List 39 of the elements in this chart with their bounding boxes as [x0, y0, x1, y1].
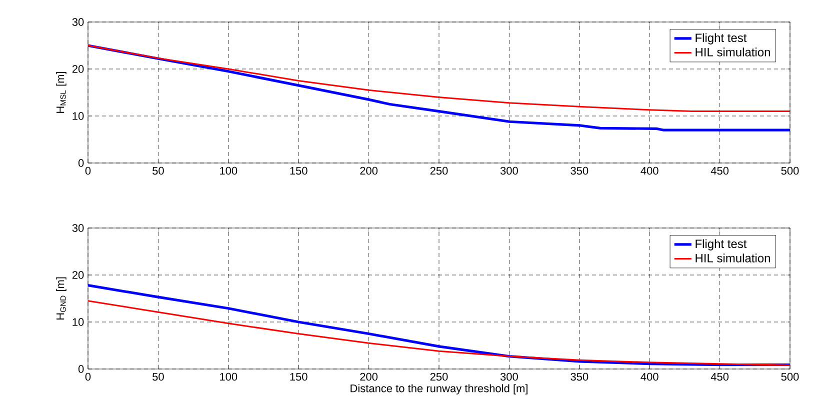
legend-label: HIL simulation	[696, 48, 770, 56]
x-tick-label: 100	[220, 166, 238, 175]
x-tick-label: 0	[85, 166, 91, 175]
y-tick-label: 20	[72, 271, 84, 279]
y-tick-label: 0	[78, 365, 84, 373]
x-axis-title: Distance to the runway threshold [m]	[350, 384, 528, 394]
y-tick-label: 10	[72, 112, 84, 120]
x-tick-label: 400	[640, 372, 658, 381]
x-tick-label: 450	[710, 372, 729, 381]
x-tick-label: 250	[430, 166, 448, 175]
y-tick-label: 20	[72, 65, 84, 73]
x-tick-label: 350	[570, 166, 588, 175]
y-tick-label: 30	[72, 18, 84, 26]
x-tick-label: 200	[360, 166, 378, 175]
x-tick-label: 100	[220, 372, 238, 381]
legend-label: Flight test	[696, 33, 747, 44]
y-tick-label: 0	[78, 159, 84, 167]
x-tick-label: 150	[290, 166, 308, 175]
x-tick-label: 250	[430, 372, 448, 381]
x-tick-label: 500	[781, 166, 799, 175]
x-tick-label: 0	[85, 372, 91, 381]
y-tick-label: 30	[72, 224, 84, 232]
x-tick-label: 400	[640, 166, 658, 175]
x-tick-label: 50	[152, 372, 164, 381]
line-series	[88, 300, 790, 366]
x-tick-label: 200	[360, 372, 378, 381]
y-axis-title: H$_{MSL}$ [m]	[56, 72, 66, 113]
x-tick-label: 50	[152, 166, 164, 175]
legend-label: HIL simulation	[696, 254, 770, 262]
x-tick-label: 500	[781, 372, 799, 381]
x-tick-label: 350	[570, 372, 588, 381]
x-tick-label: 450	[710, 166, 729, 175]
legend-label: Flight test	[696, 239, 747, 250]
line-series	[88, 44, 790, 112]
x-tick-label: 300	[500, 372, 518, 381]
y-tick-label: 10	[72, 318, 84, 326]
x-tick-label: 150	[290, 372, 308, 381]
y-axis-title: H$_{GND}$ [m]	[56, 277, 66, 320]
x-tick-label: 300	[500, 166, 518, 175]
